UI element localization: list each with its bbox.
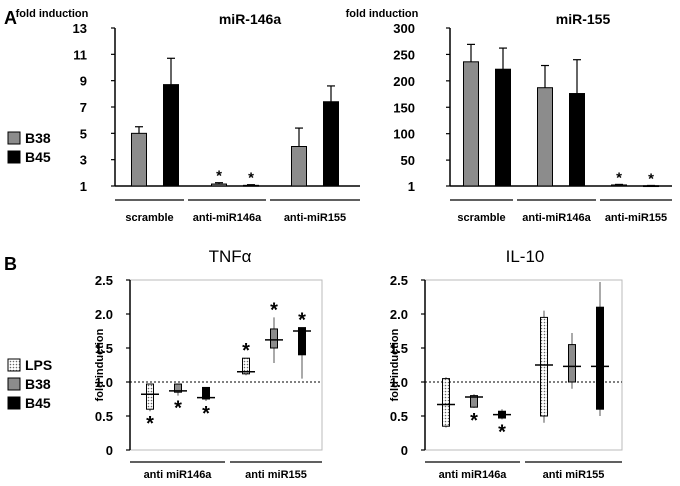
- panel-label-a: A: [4, 8, 17, 28]
- category-label-scramble: scramble: [125, 212, 173, 224]
- y-axis-label: fold induction: [94, 328, 106, 401]
- panel-label-b: B: [4, 254, 17, 274]
- bar-b38-scramble: [463, 61, 479, 187]
- group-label-anti-mir146a: anti miR146a: [439, 469, 508, 481]
- y-axis-label: fold induction: [389, 328, 401, 401]
- legend-b-swatch-b38: [7, 377, 21, 391]
- y-tick-label: 5: [80, 126, 87, 141]
- chart-il10: IL-10 fold induction 0 0.5 1.0 1.5 2.0 2.5 anti …: [389, 247, 623, 481]
- legend-b: LPS B38 B45: [7, 357, 52, 411]
- y-tick-label: 1: [80, 179, 87, 194]
- y-tick-label: 1.5: [95, 341, 113, 356]
- y-tick-label: 11: [73, 47, 87, 62]
- box-b45-anti-mir155: [298, 327, 306, 356]
- group-label-anti-mir155: anti miR155: [543, 469, 605, 481]
- chart-title: IL-10: [506, 247, 545, 266]
- legend-a: B38 B45: [7, 130, 51, 165]
- legend-a-label-b38: B38: [25, 130, 51, 146]
- box-lps-anti-mir155: [242, 357, 250, 375]
- category-label-scramble: scramble: [457, 212, 505, 224]
- box-b38-anti-mir146a: [174, 383, 182, 393]
- significance-star: *: [270, 299, 278, 321]
- y-tick-label: 0: [401, 443, 408, 458]
- plot-frame: [129, 279, 323, 451]
- legend-b-label-lps: LPS: [25, 357, 52, 373]
- y-tick-label: 200: [393, 74, 415, 89]
- legend-a-swatch-b38: [7, 131, 21, 145]
- y-tick-label: 7: [80, 100, 87, 115]
- legend-a-swatch-b45: [7, 150, 21, 164]
- bar-b38-scramble: [131, 132, 147, 187]
- box-lps-anti-mir155: [540, 316, 548, 417]
- y-tick-label: 0.5: [390, 409, 408, 424]
- chart-title: miR-155: [556, 11, 611, 27]
- box-b38-anti-mir155: [568, 344, 576, 383]
- y-tick-label: 250: [393, 47, 415, 62]
- box-lps-anti-mir146a: [146, 383, 154, 410]
- bar-b45-scramble: [495, 68, 511, 187]
- significance-star: *: [216, 168, 222, 185]
- y-tick-label: 2.0: [95, 307, 113, 322]
- y-tick-label: 150: [393, 100, 415, 115]
- y-tick-label: 50: [401, 153, 415, 168]
- y-tick-label: 13: [73, 21, 87, 36]
- y-tick-label: 2.0: [390, 307, 408, 322]
- y-tick-label: 100: [393, 127, 415, 142]
- category-label-anti-mir146a: anti-miR146a: [193, 212, 262, 224]
- y-tick-label: 0.5: [95, 409, 113, 424]
- category-label-anti-mir155: anti-miR155: [284, 212, 346, 224]
- box-b38-anti-mir146a: [470, 395, 478, 408]
- significance-star: *: [498, 421, 506, 443]
- bar-b38-anti-mir155: [291, 146, 307, 187]
- y-tick-label: 0: [106, 443, 113, 458]
- legend-b-swatch-b45: [7, 396, 21, 410]
- bar-b45-scramble: [163, 84, 179, 187]
- significance-star: *: [470, 410, 478, 432]
- legend-a-label-b45: B45: [25, 149, 51, 165]
- chart-tnfa: TNFα fold induction 0 0.5 1.0 1.5 2.0 2.5 anti m…: [94, 247, 323, 481]
- y-tick-label: 1.5: [390, 341, 408, 356]
- legend-b-label-b38: B38: [25, 376, 51, 392]
- y-tick-label: 1: [408, 179, 415, 194]
- legend-b-label-b45: B45: [25, 395, 51, 411]
- box-b45-anti-mir146a: [202, 386, 210, 400]
- y-tick-label: 9: [80, 74, 87, 89]
- chart-title: TNFα: [209, 247, 252, 266]
- y-tick-label: 2.5: [390, 273, 408, 288]
- bar-b45-anti-mir146a: [569, 93, 585, 187]
- y-tick-label: 1.0: [390, 375, 408, 390]
- box-lps-anti-mir146a: [442, 378, 450, 427]
- significance-star: *: [242, 340, 250, 362]
- significance-star: *: [616, 169, 622, 186]
- legend-b-swatch-lps: [7, 358, 21, 372]
- significance-star: *: [202, 403, 210, 425]
- y-tick-label: 2.5: [95, 273, 113, 288]
- significance-star: *: [298, 310, 306, 332]
- category-label-anti-mir155: anti-miR155: [605, 212, 667, 224]
- group-label-anti-mir155: anti miR155: [245, 469, 307, 481]
- y-tick-label: 3: [80, 153, 87, 168]
- bar-b38-anti-mir146a: [537, 87, 553, 187]
- box-b38-anti-mir155: [270, 328, 278, 349]
- y-tick-label: 300: [393, 21, 415, 36]
- plot-frame: [424, 279, 623, 451]
- y-axis-label: fold induction: [16, 8, 89, 20]
- chart-title: miR-146a: [219, 11, 281, 27]
- box-b45-anti-mir155: [596, 306, 604, 410]
- y-tick-label: 1.0: [95, 375, 113, 390]
- significance-star: *: [648, 170, 654, 187]
- significance-star: *: [248, 170, 254, 187]
- significance-star: *: [146, 413, 154, 435]
- y-axis-label: fold induction: [346, 8, 419, 20]
- group-label-anti-mir146a: anti miR146a: [144, 469, 213, 481]
- bar-b45-anti-mir155: [323, 101, 339, 187]
- category-label-anti-mir146a: anti-miR146a: [522, 212, 591, 224]
- significance-star: *: [174, 398, 182, 420]
